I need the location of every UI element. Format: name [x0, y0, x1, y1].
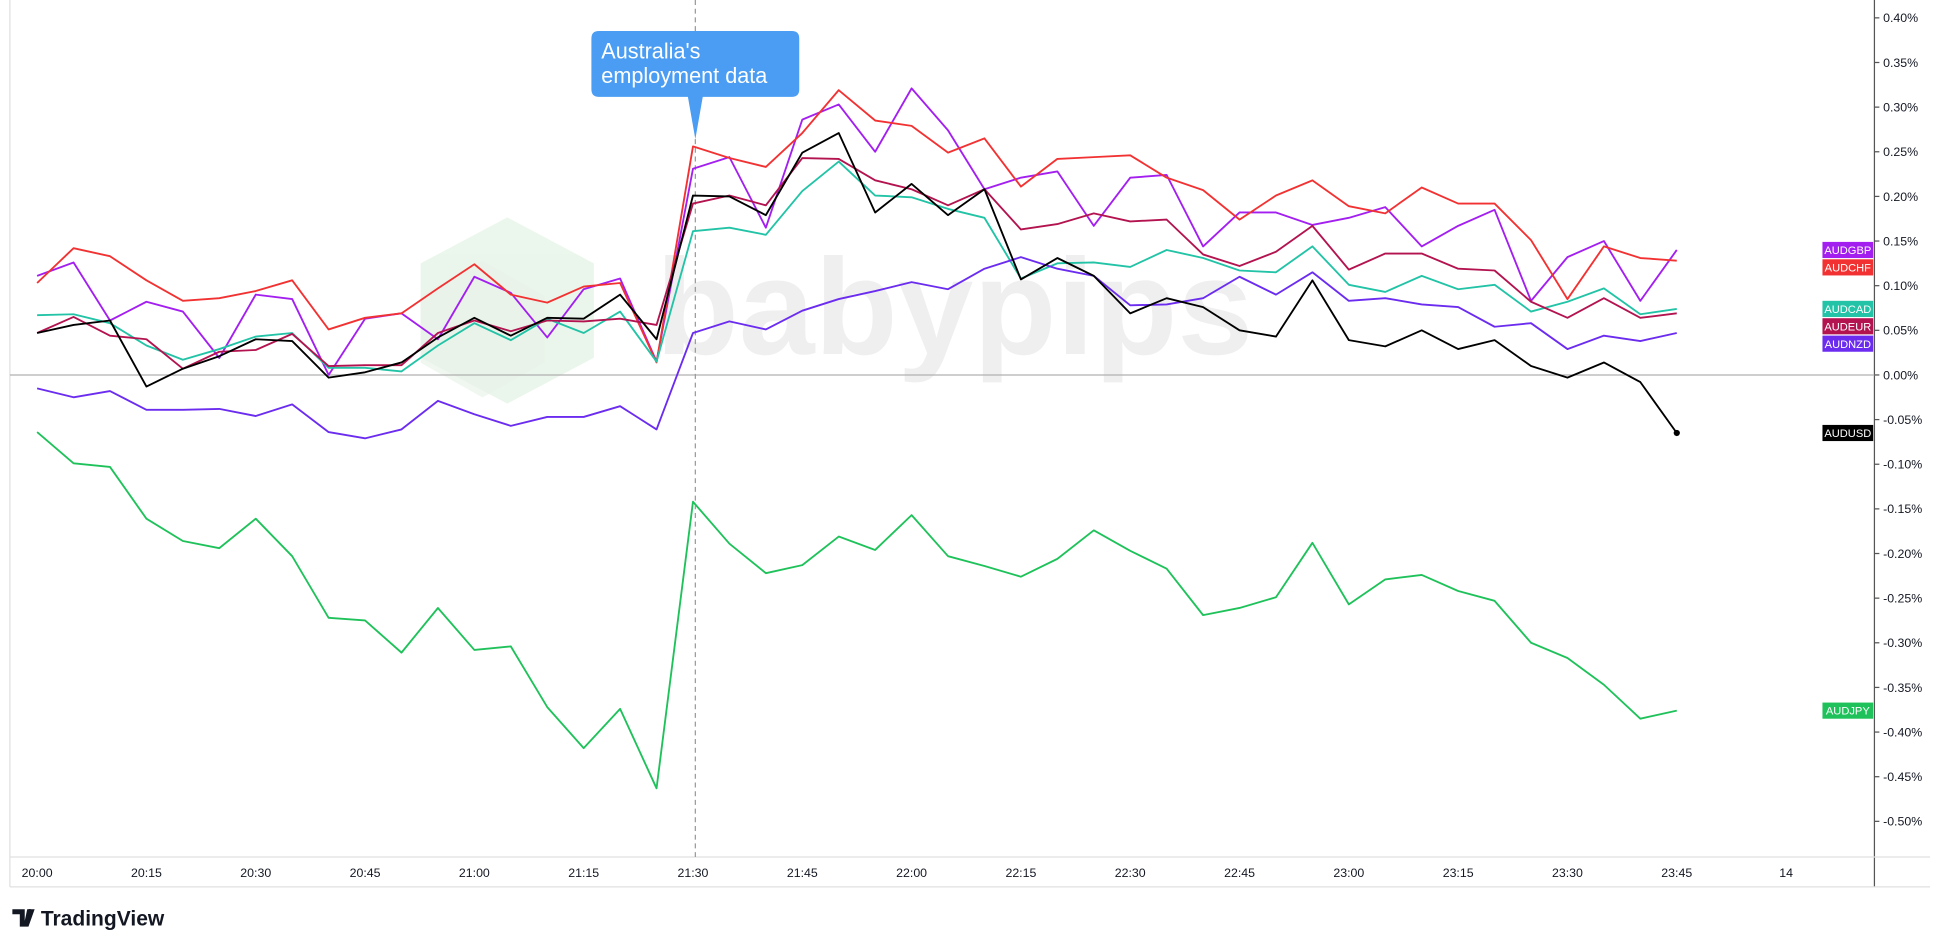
series-line	[36, 87, 1678, 376]
x-tick-label: 21:15	[568, 866, 599, 880]
y-tick-label: 0.00%	[1883, 368, 1918, 382]
annotation-text: Australia's	[601, 38, 700, 63]
logo-text: TradingView	[41, 907, 165, 930]
y-tick-label: 0.35%	[1883, 56, 1918, 70]
x-tick-label: 20:15	[131, 866, 162, 880]
x-tick-label: 21:00	[459, 866, 490, 880]
legend-tag	[1822, 335, 1874, 352]
x-tick-label: 14	[1779, 866, 1793, 880]
y-tick-label: -0.35%	[1883, 681, 1922, 695]
legend-label: AUDCHF	[1825, 262, 1872, 274]
logo: TradingView	[12, 907, 165, 930]
legend-label: AUDUSD	[1824, 428, 1871, 440]
y-tick-label: -0.15%	[1883, 502, 1922, 516]
last-point	[1673, 429, 1680, 437]
legend-tag	[1822, 300, 1874, 317]
annotation-box	[591, 31, 800, 140]
series-line	[36, 157, 1677, 370]
y-tick-label: -0.10%	[1883, 458, 1922, 472]
y-tick-label: -0.40%	[1883, 725, 1922, 739]
legend-tag	[1822, 318, 1874, 335]
y-tick-label: -0.05%	[1883, 413, 1922, 427]
plot-area	[9, 0, 1875, 858]
y-tick-label: -0.30%	[1883, 636, 1922, 650]
legend-tag	[1822, 424, 1874, 442]
series-line	[36, 256, 1677, 440]
y-tick-label: 0.40%	[1883, 11, 1918, 25]
series-line	[36, 89, 1677, 364]
y-tick-label: -0.20%	[1883, 547, 1922, 561]
annotation-text: employment data	[601, 63, 768, 88]
x-tick-label: 23:45	[1661, 866, 1692, 880]
y-tick-label: 0.20%	[1883, 190, 1918, 204]
x-tick-label: 20:00	[22, 866, 53, 880]
series-line	[36, 132, 1678, 434]
x-tick-label: 22:45	[1224, 866, 1255, 880]
x-tick-label: 20:45	[350, 866, 381, 880]
series-line	[36, 431, 1677, 790]
y-tick-label: 0.15%	[1883, 234, 1918, 248]
x-tick-label: 22:15	[1005, 866, 1036, 880]
legend-tag	[1822, 259, 1874, 276]
axes: 0.40% 0.35% 0.30% 0.25% 0.20% 0.15% 0.10% 0.05%…	[22, 11, 1923, 880]
y-tick-label: 0.10%	[1883, 279, 1918, 293]
x-tick-label: 22:30	[1115, 866, 1146, 880]
x-tick-label: 23:30	[1552, 866, 1583, 880]
y-tick-label: -0.25%	[1883, 591, 1922, 605]
legend-label: AUDCAD	[1824, 304, 1871, 316]
y-tick-label: 0.30%	[1883, 100, 1918, 114]
x-tick-label: 21:30	[678, 866, 709, 880]
x-tick-label: 23:00	[1333, 866, 1364, 880]
legend-label: AUDJPY	[1826, 706, 1870, 718]
y-tick-label: 0.25%	[1883, 145, 1918, 159]
legend-label: AUDGBP	[1824, 245, 1871, 257]
legend-tag	[1822, 702, 1874, 719]
y-tick-label: -0.45%	[1883, 770, 1922, 784]
legend-label: AUDEUR	[1824, 321, 1871, 333]
legend-label: AUDNZD	[1825, 339, 1871, 351]
y-tick-label: -0.50%	[1883, 815, 1922, 829]
x-tick-label: 20:30	[240, 866, 271, 880]
legend-tag	[1822, 241, 1874, 259]
y-tick-label: 0.05%	[1883, 324, 1918, 338]
watermark-text: babypips	[656, 231, 1253, 383]
x-tick-label: 22:00	[896, 866, 927, 880]
annotation: Australia's employment data	[591, 31, 800, 140]
x-tick-label: 23:15	[1443, 866, 1474, 880]
x-tick-label: 21:45	[787, 866, 818, 880]
